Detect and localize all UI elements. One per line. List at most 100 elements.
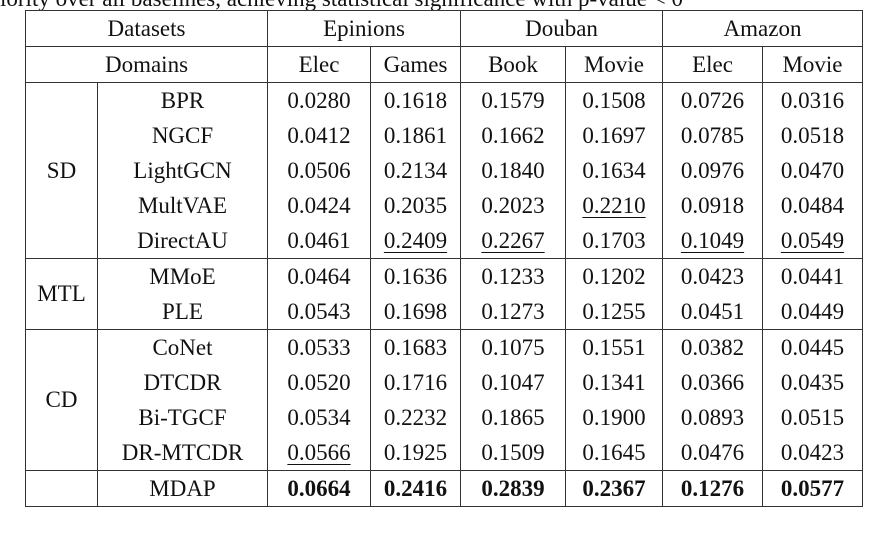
metric-value: 0.1865 — [460, 400, 566, 435]
method-name: CoNet — [97, 329, 268, 365]
data-row: LightGCN 0.0506 0.2134 0.1840 0.1634 0.0976 0.… — [26, 153, 863, 188]
metric-value: 0.2232 — [370, 400, 461, 435]
metric-value-text: 0.0549 — [780, 227, 845, 253]
data-row: CD CoNet 0.0533 0.1683 0.1075 0.1551 0.0382 0.0… — [25, 329, 863, 471]
metric-value-text: 0.2416 — [383, 475, 448, 501]
results-table: Datasets Epinions Douban Amazon Domains Elec G… — [25, 10, 863, 507]
method-name: LightGCN — [97, 153, 268, 188]
metric-value: 0.1698 — [370, 294, 461, 330]
metric-value: 0.0424 — [267, 188, 371, 223]
header-row: Datasets Epinions Douban Amazon — [25, 10, 863, 47]
metric-value: 0.0976 — [662, 153, 763, 188]
group-label: SD — [25, 82, 98, 259]
metric-value-text: 0.2367 — [582, 475, 646, 501]
metric-value-text: 0.1276 — [680, 475, 745, 501]
metric-value: 0.1697 — [565, 118, 663, 153]
metric-value: 0.0520 — [267, 365, 371, 400]
data-row: SD BPR 0.0280 0.1618 0.1579 0.1508 0.0726 0.031… — [25, 82, 863, 259]
data-row: DR-MTCDR 0.0566 0.1925 0.1509 0.1645 0.0476 0.… — [26, 435, 863, 471]
metric-value: 0.0423 — [662, 258, 763, 294]
metric-value: 0.1233 — [460, 258, 566, 294]
metric-value: 0.1047 — [460, 365, 566, 400]
method-name: DirectAU — [97, 223, 268, 259]
caption: iority over all baselines, achieving sta… — [0, 0, 683, 12]
metric-value-text: 0.0566 — [287, 439, 351, 465]
domain-header: Book — [460, 46, 566, 83]
group-label: CD — [25, 329, 98, 471]
metric-value: 0.0518 — [762, 118, 863, 153]
metric-value: 0.0484 — [762, 188, 863, 223]
metric-value: 0.0435 — [762, 365, 863, 400]
domain-header: Movie — [565, 46, 663, 83]
method-name: BPR — [97, 82, 268, 118]
method-name: MMoE — [97, 258, 268, 294]
metric-value: 0.1634 — [565, 153, 663, 188]
metric-value: 0.1645 — [565, 435, 663, 471]
dataset-header: Epinions — [267, 10, 461, 47]
data-row: PLE 0.0543 0.1698 0.1273 0.1255 0.0451 0.0449 — [26, 294, 863, 330]
metric-value-text: 0.0664 — [287, 475, 351, 501]
metric-value: 0.1202 — [565, 258, 663, 294]
metric-value: 0.1703 — [565, 223, 663, 259]
data-row: NGCF 0.0412 0.1861 0.1662 0.1697 0.0785 0.0518 — [26, 118, 863, 153]
metric-value: 0.2023 — [460, 188, 566, 223]
metric-value: 0.2367 — [565, 470, 663, 507]
method-name: MDAP — [97, 470, 268, 507]
metric-value: 0.0533 — [267, 329, 371, 365]
metric-value: 0.2210 — [565, 188, 663, 223]
metric-value: 0.0566 — [267, 435, 371, 471]
method-name: MultVAE — [97, 188, 268, 223]
metric-value: 0.2416 — [370, 470, 461, 507]
data-row: DirectAU 0.0461 0.2409 0.2267 0.1703 0.1049 0.… — [26, 223, 863, 259]
metric-value-text: 0.1049 — [680, 227, 745, 253]
metric-value: 0.1255 — [565, 294, 663, 330]
metric-value: 0.0441 — [762, 258, 863, 294]
metric-value-text: 0.2839 — [481, 475, 545, 501]
metric-value: 0.0445 — [762, 329, 863, 365]
metric-value: 0.0366 — [662, 365, 763, 400]
metric-value: 0.0534 — [267, 400, 371, 435]
metric-value: 0.0543 — [267, 294, 371, 330]
method-name: DR-MTCDR — [97, 435, 268, 471]
data-row: DTCDR 0.0520 0.1716 0.1047 0.1341 0.0366 0.043… — [26, 365, 863, 400]
method-name: DTCDR — [97, 365, 268, 400]
metric-value-text: 0.2210 — [582, 192, 646, 218]
data-row: MTL MMoE 0.0464 0.1636 0.1233 0.1202 0.0423 0.0… — [25, 258, 863, 330]
metric-value: 0.0451 — [662, 294, 763, 330]
metric-value: 0.1840 — [460, 153, 566, 188]
domain-header: Movie — [762, 46, 863, 83]
method-name: NGCF — [97, 118, 268, 153]
metric-value: 0.0476 — [662, 435, 763, 471]
metric-value: 0.0549 — [762, 223, 863, 259]
metric-value: 0.0664 — [267, 470, 371, 507]
dataset-header: Datasets — [25, 10, 268, 47]
metric-value: 0.1049 — [662, 223, 763, 259]
metric-value: 0.1900 — [565, 400, 663, 435]
data-row: MultVAE 0.0424 0.2035 0.2023 0.2210 0.0918 0.0… — [26, 188, 863, 223]
metric-value: 0.0893 — [662, 400, 763, 435]
metric-value: 0.1276 — [662, 470, 763, 507]
metric-value: 0.0382 — [662, 329, 763, 365]
metric-value: 0.1075 — [460, 329, 566, 365]
metric-value: 0.1273 — [460, 294, 566, 330]
metric-value: 0.1579 — [460, 82, 566, 118]
metric-value: 0.1683 — [370, 329, 461, 365]
metric-value: 0.1716 — [370, 365, 461, 400]
metric-value: 0.2409 — [370, 223, 461, 259]
domain-header: Elec — [267, 46, 371, 83]
data-row: Bi-TGCF 0.0534 0.2232 0.1865 0.1900 0.0893 0.0… — [26, 400, 863, 435]
metric-value: 0.0461 — [267, 223, 371, 259]
metric-value: 0.0726 — [662, 82, 763, 118]
header-row: Domains Elec Games Book Movie Elec Movie — [25, 46, 863, 83]
dataset-header: Amazon — [662, 10, 863, 47]
metric-value: 0.0577 — [762, 470, 863, 507]
group-label: MTL — [25, 258, 98, 330]
metric-value: 0.1662 — [460, 118, 566, 153]
domain-header: Games — [370, 46, 461, 83]
metric-value: 0.1861 — [370, 118, 461, 153]
metric-value: 0.1618 — [370, 82, 461, 118]
metric-value: 0.2267 — [460, 223, 566, 259]
metric-value: 0.1508 — [565, 82, 663, 118]
metric-value: 0.1509 — [460, 435, 566, 471]
